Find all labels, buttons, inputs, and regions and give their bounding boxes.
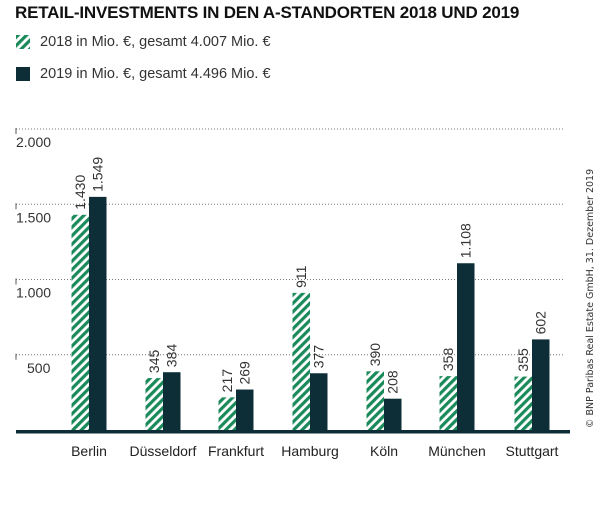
y-tick-label: 1.500 bbox=[16, 209, 51, 225]
data-label: 269 bbox=[237, 361, 253, 385]
bar-2019 bbox=[310, 373, 328, 430]
bar-2019 bbox=[457, 263, 475, 430]
data-label: 1.108 bbox=[458, 223, 474, 258]
bar-2019 bbox=[163, 372, 181, 430]
y-tick-label: 1.000 bbox=[16, 285, 51, 301]
data-label: 345 bbox=[146, 350, 162, 374]
data-label: 358 bbox=[440, 348, 456, 372]
data-label: 355 bbox=[515, 348, 531, 372]
data-label: 390 bbox=[367, 343, 383, 367]
data-label: 217 bbox=[219, 369, 235, 393]
legend-item-2018: 2018 in Mio. €, gesamt 4.007 Mio. € bbox=[16, 34, 271, 50]
bar-2019 bbox=[384, 398, 402, 430]
bar-2019 bbox=[236, 389, 254, 430]
x-tick-label: München bbox=[428, 443, 486, 459]
bar-2019 bbox=[532, 339, 550, 430]
x-tick-label: Hamburg bbox=[281, 443, 339, 459]
x-tick-label: Düsseldorf bbox=[130, 443, 197, 459]
data-label: 377 bbox=[311, 345, 327, 369]
hatched-swatch-icon bbox=[16, 35, 30, 49]
bar-2018 bbox=[514, 376, 532, 430]
chart-title: RETAIL-INVESTMENTS IN DEN A-STANDORTEN 2… bbox=[15, 3, 520, 22]
x-axis-baseline bbox=[16, 430, 570, 434]
x-tick-label: Köln bbox=[370, 443, 398, 459]
x-tick-label: Stuttgart bbox=[506, 443, 559, 459]
data-label: 384 bbox=[164, 344, 180, 368]
y-tick-label: 2.000 bbox=[16, 134, 51, 150]
x-tick-label: Berlin bbox=[71, 443, 107, 459]
x-tick-label: Frankfurt bbox=[208, 443, 264, 459]
legend-label-2018: 2018 in Mio. €, gesamt 4.007 Mio. € bbox=[40, 34, 271, 50]
bar-2018 bbox=[145, 378, 163, 430]
data-label: 911 bbox=[293, 265, 309, 288]
data-label: 1.549 bbox=[90, 157, 106, 192]
bar-2018 bbox=[71, 214, 89, 430]
bar-2018 bbox=[366, 371, 384, 430]
data-label: 602 bbox=[533, 311, 549, 335]
legend-label-2019: 2019 in Mio. €, gesamt 4.496 Mio. € bbox=[40, 66, 271, 82]
bar-2019 bbox=[89, 196, 107, 430]
y-tick-label: 500 bbox=[27, 360, 51, 376]
legend-item-2019: 2019 in Mio. €, gesamt 4.496 Mio. € bbox=[16, 66, 271, 82]
bar-2018 bbox=[439, 376, 457, 430]
solid-swatch-icon bbox=[16, 67, 30, 81]
bar-2018 bbox=[218, 397, 236, 430]
data-label: 1.430 bbox=[72, 175, 88, 210]
bar-2018 bbox=[292, 292, 310, 430]
copyright-note: © BNP Paribas Real Estate GmbH, 31. Deze… bbox=[585, 168, 596, 428]
data-label: 208 bbox=[385, 370, 401, 394]
